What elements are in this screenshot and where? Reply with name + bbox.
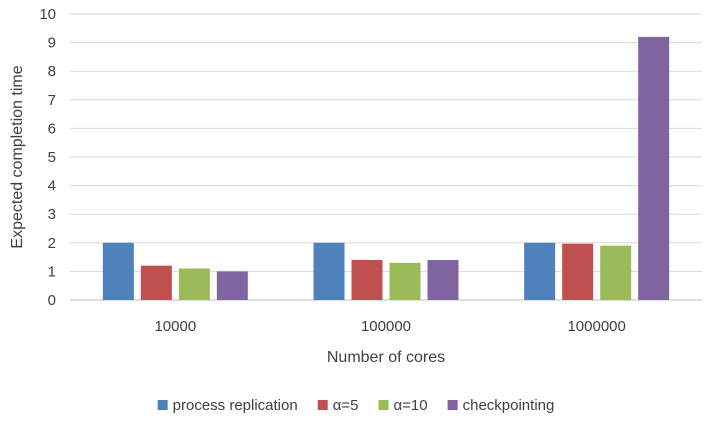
y-tick-label: 4: [48, 178, 56, 195]
legend-swatch: [447, 400, 458, 410]
bar-2-2: [600, 245, 632, 300]
legend-swatch: [378, 400, 389, 410]
y-tick-label: 5: [48, 149, 56, 166]
y-axis-title: Expected completion time: [9, 65, 26, 248]
x-tick-label: 1000000: [567, 318, 625, 335]
x-axis-title: Number of cores: [327, 349, 445, 366]
bar-2-0: [524, 242, 556, 300]
legend-label: process replication: [173, 397, 298, 414]
bar-2-3: [638, 36, 670, 300]
x-tick-label: 10000: [154, 318, 196, 335]
legend-swatch: [317, 400, 328, 410]
bar-0-0: [102, 242, 134, 300]
bar-0-1: [140, 265, 172, 300]
bar-1-0: [313, 242, 345, 300]
x-tick-label: 100000: [361, 318, 411, 335]
y-tick-label: 9: [48, 35, 56, 52]
bar-1-1: [351, 259, 383, 300]
axes: 0 1 2 3 4 5 6 7 8 9 10 10000 100000 1000000: [39, 6, 626, 335]
y-tick-label: 0: [48, 292, 56, 309]
legend-label: α=10: [393, 397, 427, 414]
bar-0-3: [216, 271, 248, 300]
y-tick-label: 2: [48, 235, 56, 252]
legend: process replication α=5 α=10 checkpointing: [157, 397, 555, 414]
y-tick-label: 6: [48, 120, 56, 137]
legend-label: checkpointing: [463, 397, 555, 414]
bar-1-3: [427, 259, 459, 300]
y-tick-label: 8: [48, 63, 56, 80]
gridlines: [70, 13, 702, 301]
y-tick-label: 7: [48, 92, 56, 109]
legend-swatch: [157, 400, 168, 410]
bar-2-1: [562, 243, 594, 300]
y-tick-label: 10: [39, 6, 56, 23]
legend-label: α=5: [333, 397, 359, 414]
bar-1-2: [389, 262, 421, 300]
y-tick-label: 3: [48, 206, 56, 223]
bar-0-2: [178, 268, 210, 300]
bars: [102, 36, 670, 300]
y-tick-label: 1: [48, 263, 56, 280]
